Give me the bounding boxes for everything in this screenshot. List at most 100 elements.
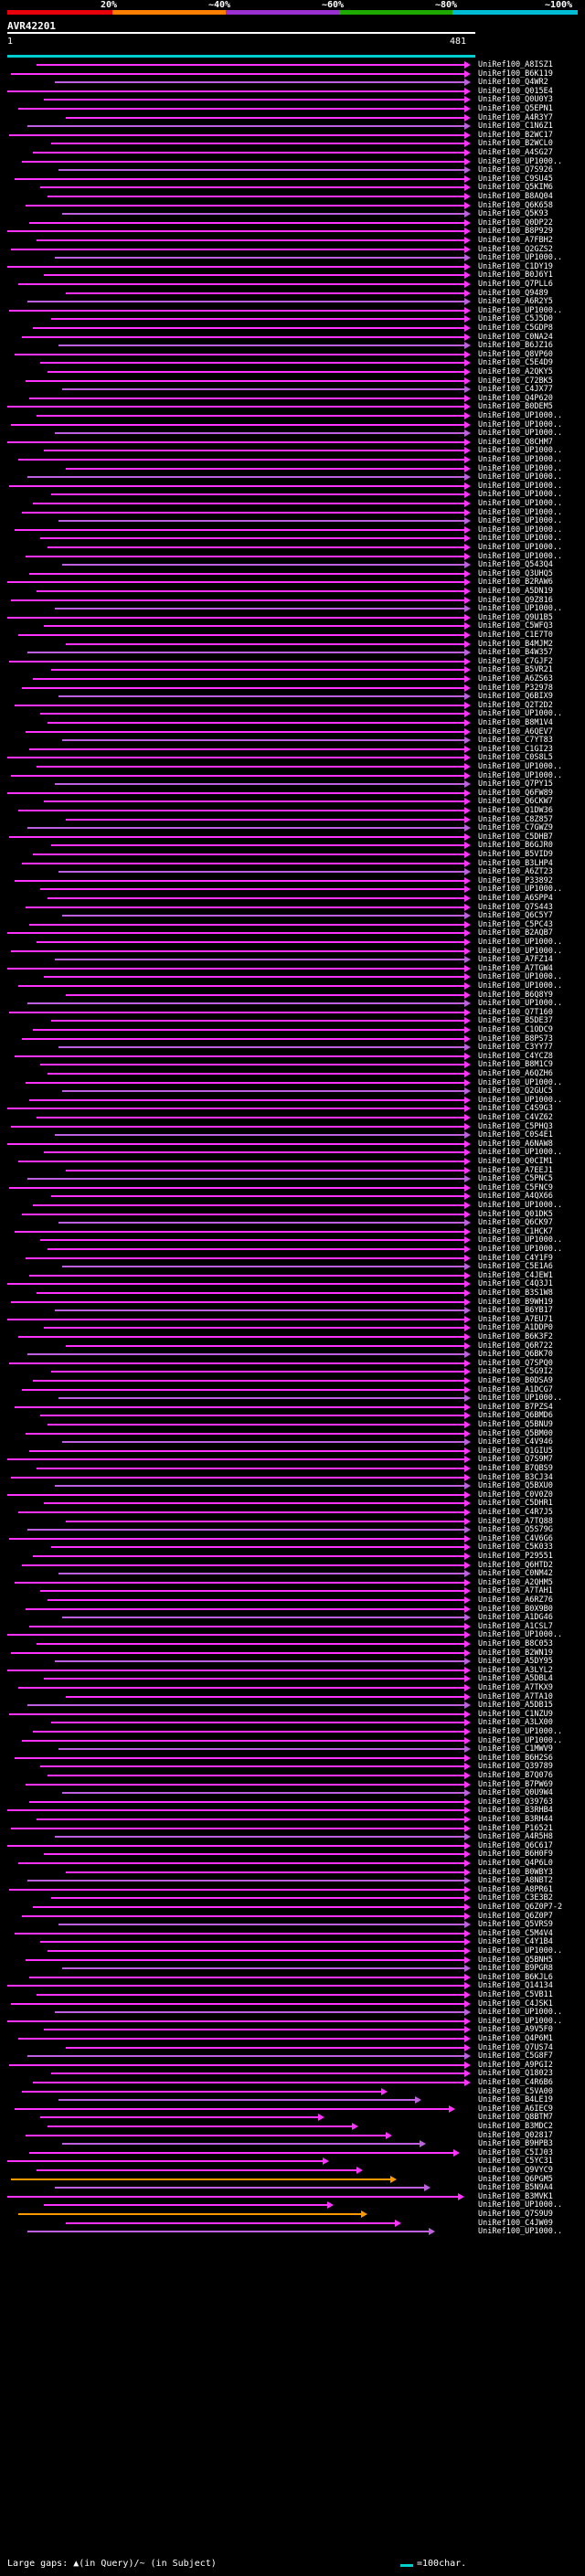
hit-row[interactable]: UniRef100_UP1000..	[0, 1727, 585, 1736]
hit-row[interactable]: UniRef100_A3LYL2	[0, 1666, 585, 1675]
hit-row[interactable]: UniRef100_Q01DK5	[0, 1210, 585, 1219]
hit-label[interactable]: UniRef100_A7FBH2	[478, 236, 553, 245]
hit-label[interactable]: UniRef100_Q01DK5	[478, 1209, 553, 1219]
hit-row[interactable]: UniRef100_B2WN19	[0, 1648, 585, 1658]
hit-row[interactable]: UniRef100_Q7S443	[0, 903, 585, 912]
hit-label[interactable]: UniRef100_C4Y1B4	[478, 1937, 553, 1947]
hit-row[interactable]: UniRef100_Q543Q4	[0, 560, 585, 569]
hit-label[interactable]: UniRef100_UP1000..	[478, 2008, 563, 2018]
hit-row[interactable]: UniRef100_B6YB17	[0, 1306, 585, 1315]
hit-label[interactable]: UniRef100_Q5S79G	[478, 1525, 553, 1535]
hit-label[interactable]: UniRef100_C5J5D0	[478, 314, 553, 324]
hit-row[interactable]: UniRef100_A4R3Y7	[0, 113, 585, 122]
hit-label[interactable]: UniRef100_B3RH44	[478, 1815, 553, 1824]
hit-label[interactable]: UniRef100_Q6BK70	[478, 1350, 553, 1360]
hit-label[interactable]: UniRef100_UP1000..	[478, 1077, 563, 1087]
hit-label[interactable]: UniRef100_B3MDC2	[478, 2122, 553, 2131]
hit-row[interactable]: UniRef100_A6IEC9	[0, 2104, 585, 2114]
hit-row[interactable]: UniRef100_A6SPP4	[0, 894, 585, 903]
hit-row[interactable]: UniRef100_UP1000..	[0, 429, 585, 438]
hit-label[interactable]: UniRef100_UP1000..	[478, 516, 563, 526]
hit-row[interactable]: UniRef100_A8ISZ1	[0, 60, 585, 69]
hit-label[interactable]: UniRef100_UP1000..	[478, 946, 563, 956]
hit-row[interactable]: UniRef100_Q6K658	[0, 201, 585, 210]
hit-row[interactable]: UniRef100_Q6R722	[0, 1341, 585, 1351]
hit-label[interactable]: UniRef100_Q015E4	[478, 86, 553, 96]
hit-row[interactable]: UniRef100_UP1000..	[0, 525, 585, 535]
hit-row[interactable]: UniRef100_B0J6Y1	[0, 270, 585, 280]
hit-row[interactable]: UniRef100_A5DY95	[0, 1657, 585, 1666]
hit-label[interactable]: UniRef100_C72BK5	[478, 376, 553, 386]
hit-row[interactable]: UniRef100_C5M4V4	[0, 1929, 585, 1938]
hit-row[interactable]: UniRef100_A6ZT23	[0, 867, 585, 876]
hit-label[interactable]: UniRef100_C0NM42	[478, 1569, 553, 1579]
hit-label[interactable]: UniRef100_C5DHR1	[478, 1499, 553, 1509]
hit-row[interactable]: UniRef100_Q2GUC5	[0, 1087, 585, 1096]
hit-row[interactable]: UniRef100_A6QZH6	[0, 1069, 585, 1078]
hit-label[interactable]: UniRef100_C1NZU9	[478, 1709, 553, 1719]
hit-row[interactable]: UniRef100_UP1000..	[0, 516, 585, 525]
hit-row[interactable]: UniRef100_UP1000..	[0, 306, 585, 315]
hit-label[interactable]: UniRef100_A4R5H8	[478, 1832, 553, 1842]
hit-label[interactable]: UniRef100_Q39763	[478, 1797, 553, 1807]
hit-label[interactable]: UniRef100_P32978	[478, 683, 553, 693]
hit-label[interactable]: UniRef100_C3YY77	[478, 1043, 553, 1053]
hit-label[interactable]: UniRef100_C5PC43	[478, 919, 553, 929]
hit-label[interactable]: UniRef100_Q2T2D2	[478, 700, 553, 710]
hit-label[interactable]: UniRef100_UP1000..	[478, 490, 563, 500]
hit-label[interactable]: UniRef100_A9V5F0	[478, 2025, 553, 2035]
hit-row[interactable]: UniRef100_Q9U1B5	[0, 613, 585, 622]
hit-row[interactable]: UniRef100_C4YCZ8	[0, 1052, 585, 1061]
hit-label[interactable]: UniRef100_B3MVK1	[478, 2191, 553, 2201]
hit-row[interactable]: UniRef100_A1DG46	[0, 1613, 585, 1622]
hit-row[interactable]: UniRef100_C72BK5	[0, 376, 585, 386]
hit-label[interactable]: UniRef100_Q9U1B5	[478, 612, 553, 622]
hit-row[interactable]: UniRef100_A7TAH1	[0, 1586, 585, 1595]
hit-label[interactable]: UniRef100_A5DB15	[478, 1701, 553, 1711]
hit-row[interactable]: UniRef100_UP1000..	[0, 552, 585, 561]
hit-row[interactable]: UniRef100_C5GDP8	[0, 323, 585, 333]
hit-row[interactable]: UniRef100_B2AQB7	[0, 928, 585, 938]
hit-row[interactable]: UniRef100_A5DN19	[0, 587, 585, 596]
hit-row[interactable]: UniRef100_B6K3F2	[0, 1332, 585, 1341]
hit-row[interactable]: UniRef100_C4JSK1	[0, 1999, 585, 2009]
hit-label[interactable]: UniRef100_P16521	[478, 1823, 553, 1833]
hit-label[interactable]: UniRef100_C1GI23	[478, 744, 553, 754]
hit-row[interactable]: UniRef100_UP1000..	[0, 411, 585, 420]
hit-label[interactable]: UniRef100_Q8VP60	[478, 349, 553, 359]
hit-row[interactable]: UniRef100_Q02817	[0, 2131, 585, 2140]
hit-label[interactable]: UniRef100_B0WBY3	[478, 1867, 553, 1877]
hit-row[interactable]: UniRef100_UP1000..	[0, 2008, 585, 2017]
hit-row[interactable]: UniRef100_C5DHR1	[0, 1499, 585, 1508]
hit-label[interactable]: UniRef100_UP1000..	[478, 1630, 563, 1640]
hit-row[interactable]: UniRef100_UP1000..	[0, 972, 585, 981]
hit-row[interactable]: UniRef100_UP1000..	[0, 1096, 585, 1105]
hit-row[interactable]: UniRef100_B6K119	[0, 69, 585, 79]
hit-label[interactable]: UniRef100_A8PR61	[478, 1884, 553, 1894]
hit-row[interactable]: UniRef100_C0S8L5	[0, 753, 585, 762]
hit-label[interactable]: UniRef100_Q6R722	[478, 1341, 553, 1351]
hit-row[interactable]: UniRef100_Q6CK97	[0, 1218, 585, 1227]
hit-label[interactable]: UniRef100_Q7S9M7	[478, 1455, 553, 1465]
hit-label[interactable]: UniRef100_B6K119	[478, 69, 553, 79]
hit-label[interactable]: UniRef100_Q7S926	[478, 165, 553, 175]
hit-label[interactable]: UniRef100_C5PNC5	[478, 1174, 553, 1184]
hit-label[interactable]: UniRef100_UP1000..	[478, 429, 563, 439]
hit-row[interactable]: UniRef100_C4JW09	[0, 2219, 585, 2228]
hit-row[interactable]: UniRef100_A9V5F0	[0, 2025, 585, 2034]
hit-row[interactable]: UniRef100_B2RAW6	[0, 578, 585, 587]
hit-row[interactable]: UniRef100_A1DDP0	[0, 1323, 585, 1332]
hit-label[interactable]: UniRef100_C4JW09	[478, 2218, 553, 2228]
hit-label[interactable]: UniRef100_Q5BNU9	[478, 1420, 553, 1429]
hit-label[interactable]: UniRef100_UP1000..	[478, 1235, 563, 1246]
hit-label[interactable]: UniRef100_Q6Z0P7-2	[478, 1903, 563, 1912]
hit-label[interactable]: UniRef100_UP1000..	[478, 481, 563, 491]
hit-row[interactable]: UniRef100_C4Y1F9	[0, 1254, 585, 1263]
hit-label[interactable]: UniRef100_B8AQ04	[478, 192, 553, 201]
hit-row[interactable]: UniRef100_Q0CIM1	[0, 1157, 585, 1166]
hit-row[interactable]: UniRef100_B6Q8Y9	[0, 991, 585, 1000]
hit-row[interactable]: UniRef100_A6RZ76	[0, 1595, 585, 1605]
hit-label[interactable]: UniRef100_B2RAW6	[478, 578, 553, 588]
hit-label[interactable]: UniRef100_Q6K658	[478, 200, 553, 210]
hit-label[interactable]: UniRef100_Q3UHQ5	[478, 568, 553, 578]
